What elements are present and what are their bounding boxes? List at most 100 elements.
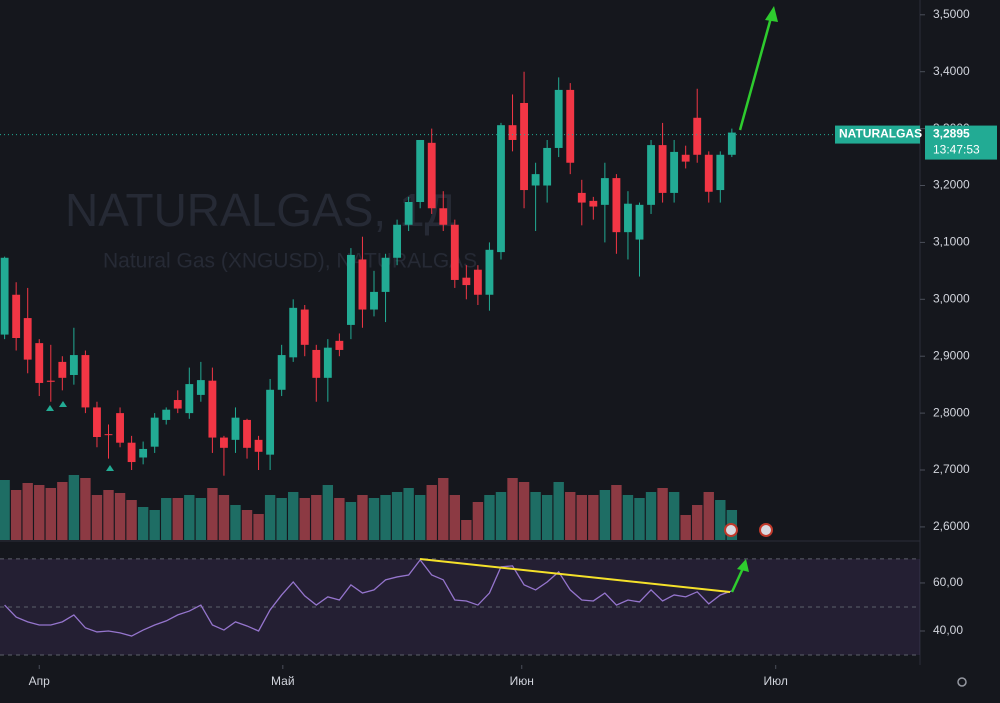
candle-body (150, 417, 159, 447)
signal-marker (59, 401, 67, 407)
candle-body (370, 291, 378, 310)
candle-body (439, 208, 448, 225)
candle-body (624, 203, 632, 233)
candle-body (300, 309, 309, 345)
volume-bar (414, 495, 426, 540)
volume-bar (703, 492, 714, 540)
candle-body (670, 151, 679, 193)
volume-bar (45, 488, 56, 540)
symbol-label: NATURALGAS (839, 127, 922, 141)
candle-body (162, 409, 171, 420)
event-icon[interactable] (759, 523, 773, 537)
volume-bar (553, 482, 564, 540)
volume-bar (403, 488, 414, 540)
candle-body (46, 380, 55, 382)
candle-body (23, 318, 32, 360)
candle-body (473, 269, 482, 295)
volume-bar (80, 478, 91, 540)
volume-bar (126, 500, 137, 540)
volume-bar (68, 475, 80, 540)
y-tick-label: 60,00 (933, 575, 963, 589)
volume-bar (715, 500, 726, 540)
candle-body (658, 145, 667, 193)
y-tick-label: 2,9000 (933, 348, 970, 362)
price-tag (925, 125, 997, 160)
volume-bar (288, 492, 299, 540)
plot-layer: 2,6000 2,7000 2,8000 2,9000 3,0000 3,1000 3,20… (0, 7, 997, 688)
candle-body (116, 413, 124, 443)
candle-body (716, 154, 725, 191)
y-tick-label: 2,6000 (933, 519, 970, 533)
volume-bar (357, 495, 368, 540)
candle-body (531, 174, 540, 186)
volume-bar (438, 478, 449, 540)
x-tick-label: Июл (764, 674, 788, 688)
candle-body (139, 448, 148, 458)
volume-bar (668, 492, 680, 540)
candle-body (254, 439, 263, 452)
volume-bar (114, 493, 126, 540)
candle-body (381, 257, 390, 292)
volume-bar (253, 514, 264, 540)
candle-body (543, 147, 552, 186)
y-tick-label: 2,7000 (933, 462, 970, 476)
volume-bar (22, 483, 33, 540)
candle-body (173, 400, 182, 409)
candle-body (427, 142, 436, 209)
candle-body (404, 202, 413, 225)
candle-body (0, 257, 9, 335)
x-tick-label: Июн (510, 674, 534, 688)
candle-body (81, 355, 90, 408)
candle-body (358, 259, 367, 310)
candle-body (231, 417, 240, 440)
volume-bar (311, 495, 322, 540)
candle-body (266, 389, 275, 455)
symbol-tag (835, 125, 920, 144)
settings-icon[interactable] (957, 677, 967, 687)
event-icon[interactable] (724, 523, 738, 537)
volume-bar (692, 505, 703, 540)
volume-bar (368, 498, 380, 540)
volume-bar (622, 495, 634, 540)
candle-body (289, 307, 298, 358)
arrow (738, 13, 774, 131)
volume-bar (137, 507, 149, 540)
volume-bar (103, 490, 114, 540)
y-tick-label: 3,4000 (933, 64, 970, 78)
candle-body (462, 277, 471, 286)
y-tick-label: 3,2000 (933, 178, 970, 192)
trend-line (419, 558, 731, 593)
candle-body (589, 200, 598, 207)
volume-bar (634, 498, 645, 540)
watermark-title: NATURALGAS, 1Д (65, 184, 456, 236)
candle-body (346, 254, 355, 325)
candle-body (323, 347, 332, 378)
candle-body (693, 117, 702, 155)
volume-bar (241, 510, 253, 540)
candle-body (12, 294, 21, 338)
candle-body (185, 384, 194, 414)
candle-body (681, 154, 690, 162)
volume-bar (565, 492, 576, 540)
candle-body (450, 224, 459, 280)
candle-body (208, 380, 217, 438)
volume-bar (276, 498, 287, 540)
candle-body (58, 361, 67, 378)
y-tick-label: 3,1000 (933, 235, 970, 249)
candle-body (93, 407, 101, 438)
volume-bar (299, 498, 310, 540)
y-tick-label: 3,0000 (933, 291, 970, 305)
volume-bar (518, 482, 530, 540)
volume-bar (322, 485, 334, 540)
volume-bar (680, 515, 691, 540)
candle-body (612, 178, 621, 233)
candle-body (485, 249, 494, 295)
volume-bar (495, 492, 507, 540)
candle-body (520, 102, 528, 191)
candle-body (508, 125, 517, 140)
volume-bar (161, 498, 172, 540)
volume-bar (10, 490, 22, 540)
candle-body (704, 154, 713, 192)
volume-bar (657, 488, 668, 540)
